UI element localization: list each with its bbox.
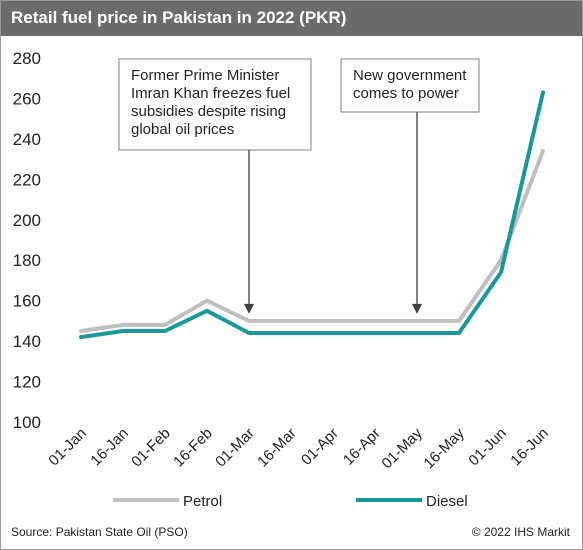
legend-label-petrol: Petrol: [183, 493, 222, 510]
y-tick-label: 180: [13, 251, 41, 270]
annotation-arrow-head: [244, 303, 254, 314]
annotation-box: [118, 58, 312, 151]
source-note: Source: Pakistan State Oil (PSO): [11, 525, 188, 539]
annotation-text: global oil prices: [131, 121, 234, 138]
x-tick-label: 01-May: [378, 424, 426, 472]
y-tick-label: 120: [13, 373, 41, 392]
y-tick-label: 200: [13, 211, 41, 230]
annotation-box: [340, 58, 480, 113]
y-tick-label: 100: [13, 413, 41, 432]
x-tick-label: 01-Jan: [45, 425, 89, 469]
annotation-text: subsidies despite rising: [131, 103, 286, 120]
copyright-note: © 2022 IHS Markit: [471, 525, 570, 539]
legend-label-diesel: Diesel: [426, 493, 468, 510]
x-tick-label: 16-Feb: [170, 425, 216, 471]
annotation-text: Former Prime Minister: [131, 67, 279, 84]
y-tick-label: 160: [13, 292, 41, 311]
x-tick-label: 01-Jun: [465, 425, 509, 469]
x-tick-label: 16-Apr: [340, 425, 384, 469]
y-tick-label: 140: [13, 332, 41, 351]
x-tick-label: 01-Feb: [128, 425, 174, 471]
annotation-text: Imran Khan freezes fuel: [131, 85, 290, 102]
x-tick-label: 16-Mar: [254, 425, 300, 471]
annotation-arrow-head: [412, 303, 422, 314]
series-line-diesel: [79, 90, 545, 340]
annotation-text: comes to power: [353, 85, 459, 102]
title-bar: Retail fuel price in Pakistan in 2022 (P…: [1, 1, 582, 36]
y-tick-label: 260: [13, 89, 41, 108]
x-tick-label: 01-Mar: [212, 425, 258, 471]
chart-title: Retail fuel price in Pakistan in 2022 (P…: [11, 8, 347, 27]
y-tick-label: 220: [13, 170, 41, 189]
line-chart: 10012014016018020022024026028001-Jan16-J…: [13, 49, 552, 510]
annotation-text: New government: [353, 67, 467, 84]
x-tick-label: 01-Apr: [298, 425, 342, 469]
y-tick-label: 280: [13, 49, 41, 68]
y-tick-label: 240: [13, 130, 41, 149]
x-tick-label: 16-Jun: [507, 425, 551, 469]
series-line-petrol: [79, 149, 545, 333]
x-tick-label: 16-May: [420, 424, 468, 472]
x-tick-label: 16-Jan: [87, 425, 131, 469]
